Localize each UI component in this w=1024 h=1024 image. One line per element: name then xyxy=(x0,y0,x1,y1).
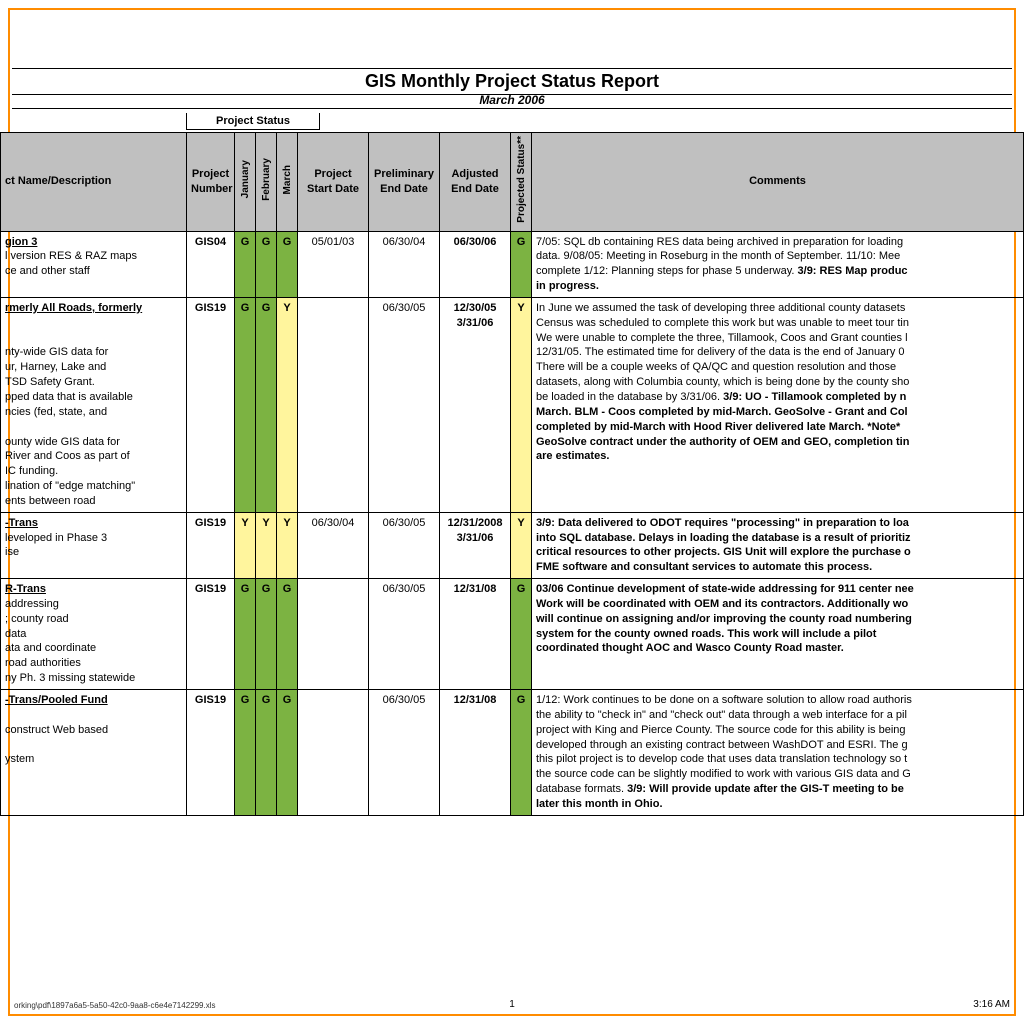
table-row: R-Transaddressing ; county road data ata… xyxy=(1,579,1024,690)
cell-month-status: Y xyxy=(256,512,277,578)
cell-month-status: G xyxy=(235,297,256,512)
header-start-date: Project Start Date xyxy=(298,133,369,232)
table-row: -Transleveloped in Phase 3 iseGIS19YYY06… xyxy=(1,512,1024,578)
footer-page-number: 1 xyxy=(0,999,1024,1010)
cell-comments: In June we assumed the task of developin… xyxy=(532,297,1024,512)
header-comments: Comments xyxy=(532,133,1024,232)
cell-start-date xyxy=(298,690,369,816)
cell-project-number: GIS19 xyxy=(187,690,235,816)
cell-month-status: G xyxy=(235,231,256,297)
cell-project-number: GIS19 xyxy=(187,579,235,690)
cell-comments: 03/06 Continue development of state-wide… xyxy=(532,579,1024,690)
cell-description: gion 3l version RES & RAZ maps ce and ot… xyxy=(1,231,187,297)
cell-adj-date: 06/30/06 xyxy=(440,231,511,297)
cell-project-number: GIS19 xyxy=(187,297,235,512)
cell-adj-date: 12/31/08 xyxy=(440,690,511,816)
cell-description: -Trans/Pooled Fund construct Web based y… xyxy=(1,690,187,816)
cell-comments: 1/12: Work continues to be done on a sof… xyxy=(532,690,1024,816)
cell-description: -Transleveloped in Phase 3 ise xyxy=(1,512,187,578)
header-february: February xyxy=(256,133,277,232)
cell-projected-status: G xyxy=(511,690,532,816)
cell-prelim-date: 06/30/05 xyxy=(369,297,440,512)
header-projected-status: Projected Status** xyxy=(511,133,532,232)
header-march: March xyxy=(277,133,298,232)
cell-description: R-Transaddressing ; county road data ata… xyxy=(1,579,187,690)
cell-month-status: Y xyxy=(277,297,298,512)
cell-month-status: Y xyxy=(277,512,298,578)
report-subtitle: March 2006 xyxy=(12,92,1012,109)
cell-project-number: GIS19 xyxy=(187,512,235,578)
header-description: ct Name/Description xyxy=(1,133,187,232)
cell-month-status: G xyxy=(277,579,298,690)
cell-month-status: G xyxy=(235,579,256,690)
cell-projected-status: Y xyxy=(511,297,532,512)
cell-start-date xyxy=(298,297,369,512)
header-adj-end: Adjusted End Date xyxy=(440,133,511,232)
header-row: ct Name/Description Project Number Janua… xyxy=(1,133,1024,232)
cell-month-status: G xyxy=(235,690,256,816)
cell-adj-date: 12/31/2008 3/31/06 xyxy=(440,512,511,578)
cell-adj-date: 12/30/05 3/31/06 xyxy=(440,297,511,512)
cell-comments: 3/9: Data delivered to ODOT requires "pr… xyxy=(532,512,1024,578)
header-january: January xyxy=(235,133,256,232)
cell-start-date: 06/30/04 xyxy=(298,512,369,578)
table-row: -Trans/Pooled Fund construct Web based y… xyxy=(1,690,1024,816)
table-row: rmerly All Roads, formerly nty-wide GIS … xyxy=(1,297,1024,512)
cell-prelim-date: 06/30/05 xyxy=(369,579,440,690)
report-title: GIS Monthly Project Status Report xyxy=(12,68,1012,95)
cell-month-status: G xyxy=(277,690,298,816)
cell-start-date xyxy=(298,579,369,690)
cell-month-status: G xyxy=(277,231,298,297)
cell-month-status: G xyxy=(256,579,277,690)
cell-project-number: GIS04 xyxy=(187,231,235,297)
cell-month-status: G xyxy=(256,297,277,512)
table-row: gion 3l version RES & RAZ maps ce and ot… xyxy=(1,231,1024,297)
footer-timestamp: 3:16 AM xyxy=(973,999,1010,1010)
cell-comments: 7/05: SQL db containing RES data being a… xyxy=(532,231,1024,297)
header-project-number: Project Number xyxy=(187,133,235,232)
cell-projected-status: G xyxy=(511,579,532,690)
cell-adj-date: 12/31/08 xyxy=(440,579,511,690)
cell-start-date: 05/01/03 xyxy=(298,231,369,297)
cell-projected-status: G xyxy=(511,231,532,297)
cell-prelim-date: 06/30/04 xyxy=(369,231,440,297)
header-prelim-end: Preliminary End Date xyxy=(369,133,440,232)
cell-description: rmerly All Roads, formerly nty-wide GIS … xyxy=(1,297,187,512)
cell-month-status: Y xyxy=(235,512,256,578)
cell-prelim-date: 06/30/05 xyxy=(369,512,440,578)
cell-projected-status: Y xyxy=(511,512,532,578)
cell-month-status: G xyxy=(256,231,277,297)
cell-month-status: G xyxy=(256,690,277,816)
cell-prelim-date: 06/30/05 xyxy=(369,690,440,816)
status-table: ct Name/Description Project Number Janua… xyxy=(0,132,1024,816)
project-status-group-header: Project Status xyxy=(186,113,320,130)
